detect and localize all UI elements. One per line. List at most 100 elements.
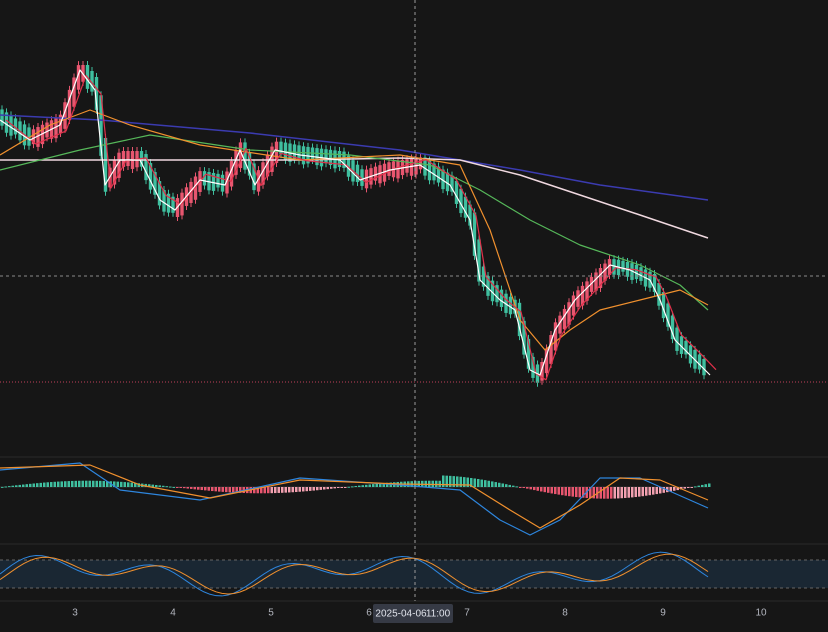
- candle-body: [549, 335, 553, 364]
- candle-body: [621, 260, 625, 272]
- macd-bar: [673, 487, 676, 491]
- macd-bar: [239, 487, 242, 493]
- macd-bar: [522, 487, 525, 488]
- macd-bar: [638, 487, 641, 497]
- macd-bar: [578, 487, 581, 498]
- macd-bar: [466, 477, 469, 487]
- candle-body: [90, 71, 94, 92]
- candle-body: [423, 157, 427, 176]
- macd-bar: [438, 480, 441, 487]
- macd-bar: [18, 484, 21, 487]
- macd-bar: [144, 483, 147, 487]
- candle-body: [0, 109, 4, 126]
- candle-body: [544, 348, 549, 374]
- macd-bar: [442, 475, 445, 487]
- macd-bar: [575, 487, 578, 498]
- macd-bar: [193, 487, 196, 490]
- candle-body: [310, 147, 315, 161]
- candle-body: [279, 141, 283, 155]
- macd-bar: [592, 487, 595, 499]
- candle-body: [148, 163, 153, 190]
- macd-bar: [225, 487, 228, 493]
- macd-bar: [379, 483, 382, 487]
- candle-body: [162, 190, 166, 212]
- macd-bar: [29, 483, 32, 487]
- candle-body: [639, 267, 643, 281]
- macd-bar: [169, 486, 172, 488]
- macd-bar: [480, 479, 483, 487]
- macd-bar: [557, 487, 560, 495]
- candle-body: [360, 169, 364, 186]
- candle-body: [553, 322, 558, 351]
- candle-body: [202, 171, 207, 186]
- macd-bar: [67, 481, 70, 487]
- macd-bar: [172, 486, 175, 488]
- macd-bar: [120, 481, 123, 487]
- macd-bar: [316, 487, 319, 491]
- candle-body: [576, 290, 580, 307]
- ma-line: [0, 114, 709, 201]
- macd-bar: [256, 487, 259, 494]
- macd-bar: [281, 487, 284, 493]
- candle-body: [594, 272, 598, 291]
- macd-bar: [690, 487, 693, 488]
- candle-body: [364, 169, 369, 189]
- macd-bar: [270, 487, 273, 494]
- macd-bar: [134, 482, 137, 487]
- macd-bar: [501, 483, 504, 487]
- macd-bar: [498, 482, 501, 487]
- candle-body: [688, 345, 693, 364]
- macd-bar: [564, 487, 567, 496]
- candle-body: [607, 259, 612, 276]
- macd-bar: [704, 484, 707, 487]
- candle-body: [409, 158, 414, 176]
- macd-bar: [305, 487, 308, 492]
- macd-bar: [221, 487, 224, 492]
- macd-bar: [452, 476, 455, 487]
- candle-body: [238, 142, 243, 169]
- candle-body: [558, 315, 562, 334]
- macd-bar: [543, 487, 546, 493]
- x-tick-label: 6: [366, 608, 372, 619]
- macd-bar: [368, 484, 371, 487]
- macd-bar: [683, 487, 686, 489]
- macd-bar: [179, 487, 182, 488]
- macd-bar: [631, 487, 634, 498]
- candle-body: [589, 276, 594, 292]
- macd-bar: [298, 487, 301, 492]
- candle-body: [72, 77, 76, 107]
- macd-bar: [39, 482, 42, 487]
- macd-bar: [351, 486, 354, 488]
- macd-bar: [540, 487, 543, 492]
- macd-bar: [456, 476, 459, 487]
- candle-body: [666, 303, 670, 327]
- macd-bar: [708, 483, 711, 487]
- macd-bar: [183, 487, 186, 489]
- macd-bar: [148, 484, 151, 487]
- macd-bar: [32, 483, 35, 487]
- macd-bar: [53, 481, 56, 487]
- time-axis: 3 4 5 6 7 8 9 10: [72, 608, 767, 619]
- macd-bar: [326, 487, 329, 490]
- candle-body: [436, 166, 441, 183]
- x-tick-label: 4: [170, 608, 176, 619]
- macd-bar: [22, 484, 25, 487]
- candle-body: [405, 159, 409, 173]
- macd-bar: [284, 487, 287, 493]
- macd-bar: [127, 482, 130, 487]
- candle-body: [234, 150, 238, 175]
- candle-body: [76, 65, 81, 90]
- candle-body: [508, 296, 513, 315]
- candle-body: [166, 193, 171, 213]
- candle-body: [13, 118, 18, 135]
- candle-body: [571, 295, 576, 316]
- candle-body: [612, 259, 616, 275]
- candle-body: [652, 274, 657, 293]
- macd-bar: [151, 484, 154, 487]
- macd-bar: [60, 481, 63, 487]
- macd-bar: [95, 480, 98, 487]
- macd-bar: [473, 478, 476, 487]
- macd-bar: [46, 482, 49, 487]
- macd-bar: [333, 487, 336, 489]
- macd-bar: [340, 487, 343, 488]
